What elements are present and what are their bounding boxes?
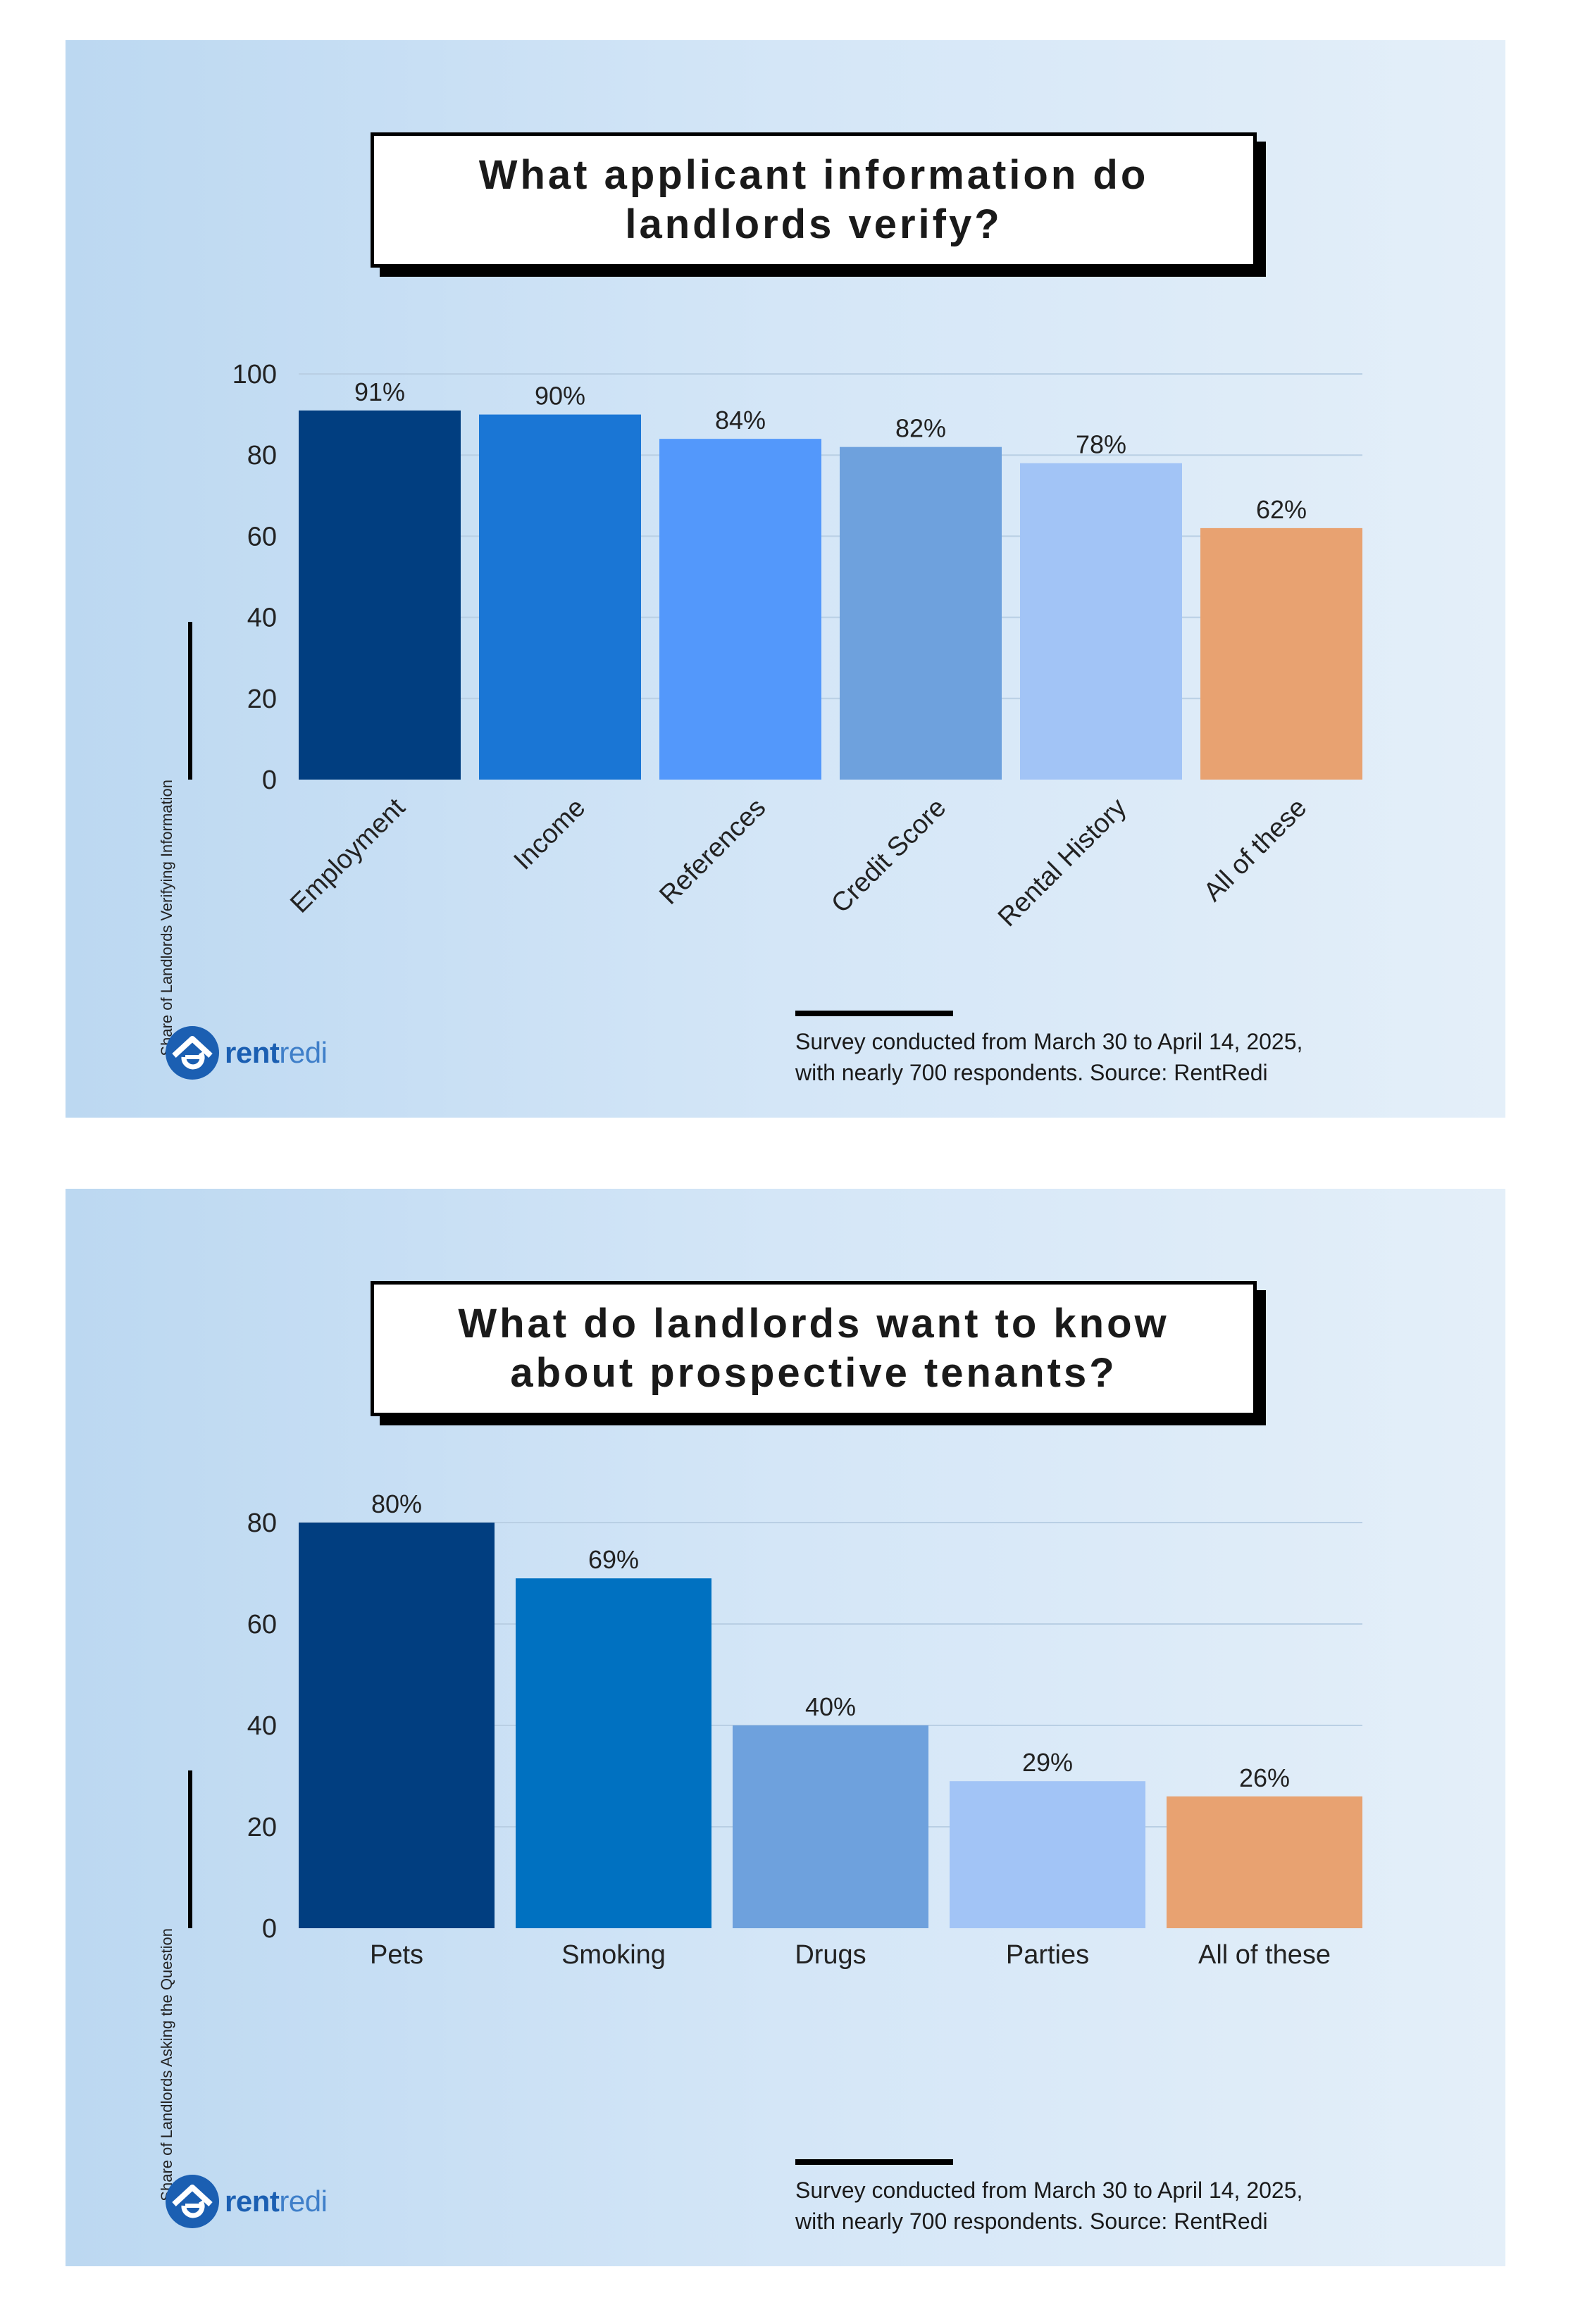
bar — [479, 414, 641, 780]
y-tick-label: 80 — [247, 1508, 277, 1538]
y-tick-label: 60 — [247, 1610, 277, 1639]
y-axis-accent — [188, 1770, 192, 1928]
bar — [1020, 463, 1182, 780]
x-tick-label: References — [654, 793, 771, 911]
bar-chart-verify: 0 20 40 60 80 100 Share of Landlords Verifying… — [158, 360, 1362, 1056]
chart-title: What do landlords want to know about pro… — [458, 1301, 1169, 1396]
bar — [1167, 1796, 1362, 1928]
bar — [516, 1578, 711, 1928]
bar-chart-questions: 0 20 40 60 80 Share of Landlords Asking the Q… — [158, 1489, 1362, 2201]
rentredi-wordmark: rentredi — [225, 2185, 328, 2218]
source-line-1: Survey conducted from March 30 to April … — [795, 2178, 1303, 2203]
data-label: 90% — [535, 382, 585, 411]
bar — [659, 439, 821, 780]
data-label: 62% — [1256, 495, 1307, 524]
rentredi-house-logo-icon — [166, 2175, 219, 2228]
y-axis-label: Share of Landlords Asking the Question — [158, 1928, 175, 2201]
y-tick-label: 100 — [232, 360, 277, 389]
y-tick-label: 0 — [262, 1914, 277, 1944]
x-tick-label: Smoking — [561, 1940, 666, 1970]
y-axis-accent — [188, 622, 192, 780]
bar — [950, 1781, 1145, 1928]
chart-title-box: What applicant information do landlords … — [371, 132, 1257, 268]
data-label: 84% — [715, 406, 766, 435]
source-note: Survey conducted from March 30 to April … — [795, 1026, 1429, 1088]
rentredi-wordmark: rentredi — [225, 1036, 328, 1069]
y-tick-label: 60 — [247, 522, 277, 551]
x-tick-label: All of these — [1198, 793, 1313, 908]
y-tick-label: 40 — [247, 1711, 277, 1741]
x-tick-label: Income — [509, 793, 592, 876]
source-rule — [795, 1011, 953, 1016]
chart-title: What applicant information do landlords … — [478, 152, 1149, 247]
x-tick-label: Employment — [285, 792, 411, 918]
chart-panel-questions: What do landlords want to know about pro… — [66, 1189, 1505, 2266]
chart-title-box: What do landlords want to know about pro… — [371, 1281, 1257, 1416]
x-tick-label: Credit Score — [826, 793, 952, 919]
y-tick-label: 40 — [247, 604, 277, 633]
y-tick-label: 80 — [247, 441, 277, 470]
bar — [1200, 527, 1362, 780]
source-line-2: with nearly 700 respondents. Source: Ren… — [795, 1060, 1268, 1085]
x-tick-label: Drugs — [795, 1940, 866, 1970]
source-line-2: with nearly 700 respondents. Source: Ren… — [795, 2209, 1268, 2234]
data-label: 26% — [1239, 1763, 1290, 1792]
bar — [299, 410, 461, 780]
x-tick-label: Pets — [370, 1940, 423, 1970]
rentredi-house-logo-icon — [166, 1026, 219, 1080]
y-tick-label: 20 — [247, 1813, 277, 1842]
x-tick-label: Rental History — [993, 793, 1132, 932]
y-axis-label: Share of Landlords Verifying Information — [158, 780, 175, 1056]
source-note: Survey conducted from March 30 to April … — [795, 2175, 1429, 2237]
data-label: 80% — [371, 1489, 422, 1518]
data-label: 78% — [1076, 430, 1126, 459]
bar — [299, 1523, 495, 1928]
data-label: 82% — [895, 414, 946, 443]
data-label: 40% — [805, 1692, 856, 1721]
rentredi-logo: rentredi — [164, 1025, 328, 1081]
source-rule — [795, 2159, 953, 2165]
chart-panel-verify: What applicant information do landlords … — [66, 40, 1505, 1118]
x-tick-label: Parties — [1006, 1940, 1089, 1970]
x-tick-label: All of these — [1198, 1940, 1331, 1970]
data-label: 29% — [1022, 1748, 1073, 1777]
rentredi-logo: rentredi — [164, 2173, 328, 2230]
data-label: 69% — [588, 1545, 639, 1574]
bar — [733, 1725, 928, 1928]
y-tick-label: 20 — [247, 685, 277, 714]
source-line-1: Survey conducted from March 30 to April … — [795, 1029, 1303, 1054]
data-label: 91% — [354, 377, 405, 406]
bar — [840, 446, 1002, 780]
y-tick-label: 0 — [262, 766, 277, 795]
